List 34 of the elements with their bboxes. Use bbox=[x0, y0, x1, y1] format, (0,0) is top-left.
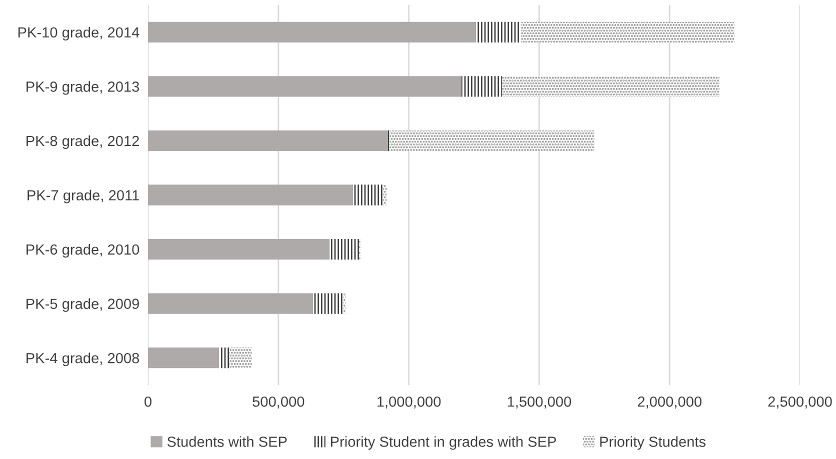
bar bbox=[352, 184, 384, 206]
bar bbox=[148, 238, 330, 260]
legend-label: Priority Students bbox=[600, 436, 706, 450]
legend-label: Students with SEP bbox=[167, 436, 287, 447]
bar bbox=[229, 348, 252, 368]
x-tick-label: 500,000 bbox=[252, 396, 304, 409]
bar bbox=[148, 348, 219, 368]
y-tick-label: PK-4 grade, 2008 bbox=[26, 352, 140, 366]
bar bbox=[313, 293, 344, 314]
bar bbox=[475, 22, 521, 42]
x-tick-label: 1,500,000 bbox=[508, 396, 572, 409]
legend-label: Priority Student in grades with SEP bbox=[331, 436, 556, 450]
bar bbox=[389, 130, 594, 152]
y-tick-label: PK-6 grade, 2010 bbox=[26, 244, 140, 258]
bar bbox=[461, 76, 502, 97]
bar bbox=[148, 293, 314, 314]
bar bbox=[520, 22, 734, 42]
x-tick-label: 2,500,000 bbox=[768, 396, 832, 409]
y-tick-label: PK-8 grade, 2012 bbox=[26, 135, 139, 150]
y-tick-label: PK-9 grade, 2013 bbox=[26, 81, 140, 95]
bar bbox=[218, 348, 230, 368]
bar bbox=[502, 76, 720, 97]
bar bbox=[330, 238, 359, 260]
y-tick-label: PK-7 grade, 2011 bbox=[28, 190, 139, 204]
y-tick-label: PK-5 grade, 2009 bbox=[26, 298, 139, 312]
bar bbox=[148, 76, 462, 97]
bar bbox=[148, 184, 353, 206]
y-tick-label: PK-10 grade, 2014 bbox=[18, 26, 140, 40]
bar bbox=[383, 184, 387, 206]
x-tick-label: 0 bbox=[144, 396, 152, 407]
bar bbox=[148, 130, 388, 152]
x-tick-label: 1,000,000 bbox=[377, 396, 441, 409]
x-tick-label: 2,000,000 bbox=[638, 396, 702, 409]
bar bbox=[148, 22, 476, 42]
